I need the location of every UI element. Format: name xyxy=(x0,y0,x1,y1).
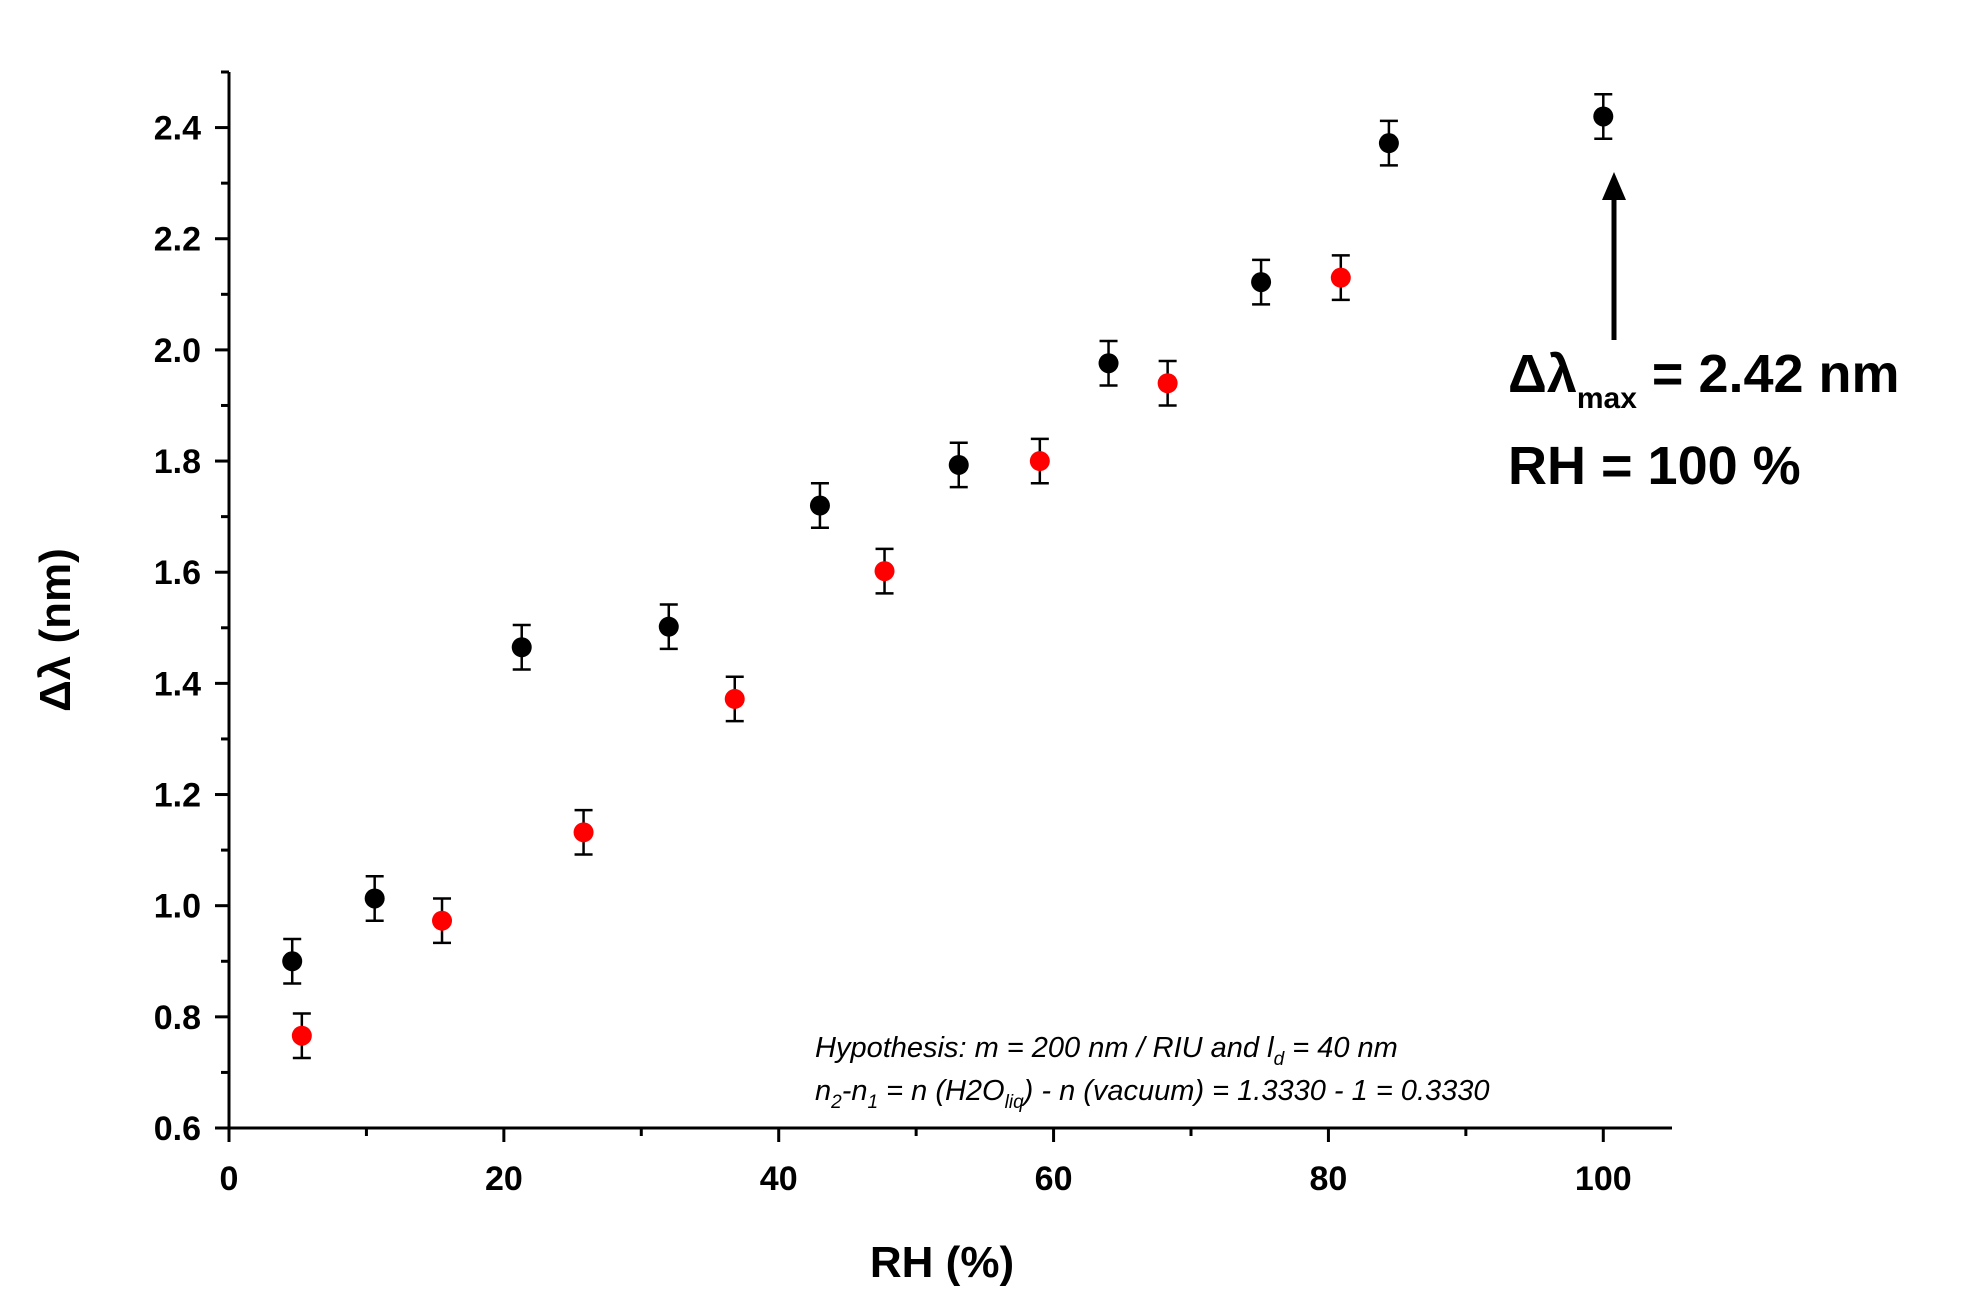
axis-ticks: 0 20 40 60 80 100 0.6 0.8 1.0 1.2 1.4 1.6 1.8 2.0 2.2 2… xyxy=(154,70,1632,1198)
hypothesis-2-sub2: 1 xyxy=(868,1092,879,1113)
data-point-red xyxy=(432,910,453,931)
data-points xyxy=(282,92,1614,1060)
hypothesis-2d: ) - n (vacuum) = 1.3330 - 1 = 0.3330 xyxy=(1021,1075,1490,1107)
data-point-black xyxy=(1251,272,1272,293)
y-tick-label: 1.4 xyxy=(154,665,201,703)
hypothesis-2-sub1: 2 xyxy=(830,1092,842,1113)
callout-value: = 2.42 nm xyxy=(1637,344,1900,404)
callout-line-1: Δλmax = 2.42 nm xyxy=(1508,344,1900,415)
x-tick-label: 100 xyxy=(1575,1160,1632,1198)
hypothesis-line-1: Hypothesis: m = 200 nm / RIU and ld = 40… xyxy=(815,1032,1398,1070)
y-axis-title: Δλ (nm) xyxy=(31,548,80,712)
data-point-black xyxy=(511,637,532,658)
axes xyxy=(227,72,1672,1130)
y-tick-label: 2.0 xyxy=(154,332,201,370)
data-point-black xyxy=(658,616,679,637)
y-tick-label: 1.8 xyxy=(154,443,201,481)
callout-arrow-head xyxy=(1602,172,1626,200)
hypothesis-2b: -n xyxy=(842,1075,868,1107)
y-tick-label: 2.4 xyxy=(154,110,201,148)
hypothesis-1b: = 40 nm xyxy=(1284,1032,1398,1064)
data-point-black xyxy=(1593,106,1614,127)
data-point-red xyxy=(874,561,895,582)
y-tick-label: 1.6 xyxy=(154,554,201,592)
x-tick-label: 80 xyxy=(1310,1160,1348,1198)
y-tick-label: 0.6 xyxy=(154,1110,201,1148)
callout-line-2: RH = 100 % xyxy=(1508,436,1801,496)
x-tick-label: 60 xyxy=(1035,1160,1073,1198)
data-point-black xyxy=(809,495,830,516)
hypothesis-2c: = n (H2O xyxy=(878,1075,1005,1107)
data-point-red xyxy=(1330,267,1351,288)
data-point-black xyxy=(948,454,969,475)
data-point-red xyxy=(1029,451,1050,472)
y-tick-label: 1.2 xyxy=(154,777,201,815)
hypothesis-1-sub: d xyxy=(1274,1049,1286,1070)
hypothesis-line-2: n2-n1 = n (H2Oliq) - n (vacuum) = 1.3330… xyxy=(815,1075,1490,1113)
data-point-red xyxy=(1157,373,1178,394)
x-tick-label: 40 xyxy=(760,1160,798,1198)
hypothesis-2-sub3: liq xyxy=(1005,1092,1024,1113)
x-tick-label: 0 xyxy=(220,1160,239,1198)
callout-sub-max: max xyxy=(1577,382,1637,415)
callout-delta-lambda: Δλ xyxy=(1508,344,1577,404)
data-point-red xyxy=(573,822,594,843)
max-callout: Δλmax = 2.42 nm RH = 100 % xyxy=(1508,172,1900,496)
data-point-black xyxy=(282,951,303,972)
hypothesis-2a: n xyxy=(815,1075,831,1107)
y-tick-label: 0.8 xyxy=(154,999,201,1037)
data-point-black xyxy=(364,888,385,909)
data-point-red xyxy=(724,688,745,709)
data-point-red xyxy=(291,1025,312,1046)
data-point-black xyxy=(1098,353,1119,374)
y-tick-label: 2.2 xyxy=(154,221,201,259)
hypothesis-note: Hypothesis: m = 200 nm / RIU and ld = 40… xyxy=(815,1032,1490,1113)
y-tick-label: 1.0 xyxy=(154,888,201,926)
data-point-black xyxy=(1378,133,1399,154)
hypothesis-1a: Hypothesis: m = 200 nm / RIU and l xyxy=(815,1032,1275,1064)
x-axis-title: RH (%) xyxy=(870,1238,1014,1287)
x-tick-label: 20 xyxy=(485,1160,523,1198)
